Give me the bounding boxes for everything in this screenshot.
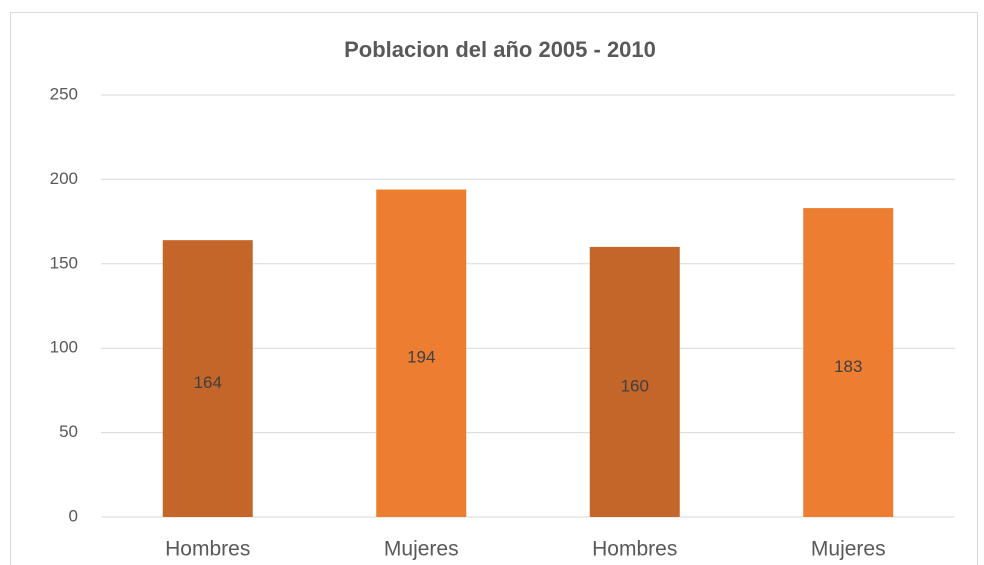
- y-tick-label: 200: [50, 169, 78, 188]
- y-tick-label: 50: [59, 422, 78, 441]
- data-label: 183: [834, 357, 862, 376]
- y-tick-label: 150: [50, 253, 78, 272]
- x-tick-label: Mujeres: [384, 538, 459, 561]
- bar: [162, 240, 253, 517]
- data-label: 164: [194, 373, 222, 392]
- y-tick-label: 0: [69, 506, 78, 525]
- bar: [803, 208, 894, 517]
- y-tick-label: 100: [50, 338, 78, 357]
- data-label: 160: [621, 376, 649, 395]
- chart-title: Poblacion del año 2005 - 2010: [344, 37, 656, 62]
- y-tick-label: 250: [50, 84, 78, 103]
- bar: [589, 246, 680, 518]
- x-tick-label: Hombres: [592, 538, 677, 561]
- data-label: 194: [407, 348, 435, 367]
- x-tick-label: Hombres: [165, 538, 250, 561]
- x-tick-label: Mujeres: [811, 538, 886, 561]
- bar: [376, 189, 467, 517]
